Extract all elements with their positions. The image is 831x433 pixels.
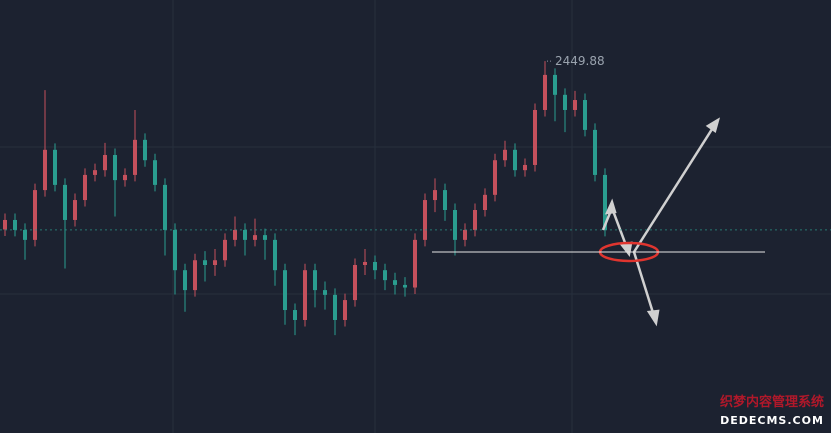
candle-body xyxy=(513,149,517,171)
candle-body xyxy=(303,270,307,320)
candle-body xyxy=(583,100,587,130)
candle-body xyxy=(563,94,567,110)
candle-body xyxy=(263,235,267,240)
candle-body xyxy=(373,261,377,271)
candle-body xyxy=(353,264,357,301)
candle-body xyxy=(243,229,247,240)
candle-body xyxy=(383,270,387,281)
candle-body xyxy=(93,170,97,175)
candle-body xyxy=(443,190,447,211)
candle-body xyxy=(473,210,477,230)
candle-body xyxy=(433,190,437,201)
candle-body xyxy=(413,239,417,288)
arrow xyxy=(610,207,629,249)
candle-body xyxy=(293,310,297,320)
arrow xyxy=(632,125,716,253)
candle-body xyxy=(483,194,487,211)
candles xyxy=(3,61,607,336)
candle-body xyxy=(593,129,597,175)
arrowhead xyxy=(646,309,660,327)
candle-body xyxy=(113,155,117,181)
candle-body xyxy=(53,149,57,185)
candle-body xyxy=(323,290,327,295)
candle-body xyxy=(573,100,577,110)
candle-body xyxy=(83,174,87,201)
watermark-text: 织梦内容管理系统 xyxy=(720,394,824,410)
candle-body xyxy=(193,260,197,291)
candle-body xyxy=(233,229,237,240)
candle-body xyxy=(253,235,257,240)
candle-body xyxy=(63,184,67,220)
candle-body xyxy=(363,261,367,265)
candle-body xyxy=(213,260,217,265)
candle-body xyxy=(183,270,187,291)
high-label: 2449.88 xyxy=(555,54,605,68)
candle-body xyxy=(73,200,77,220)
candle-body xyxy=(43,149,47,191)
candle-body xyxy=(493,160,497,195)
candle-body xyxy=(313,270,317,291)
candle-body xyxy=(403,284,407,288)
candle-body xyxy=(143,139,147,161)
candle-body xyxy=(163,184,167,230)
annotation-arrows xyxy=(601,117,721,327)
candle-body xyxy=(533,109,537,165)
candle-body xyxy=(203,260,207,265)
arrow xyxy=(632,251,656,317)
candle-body xyxy=(283,270,287,311)
candle-body xyxy=(523,164,527,171)
candle-body xyxy=(273,239,277,271)
candle-body xyxy=(463,229,467,240)
candle-body xyxy=(603,174,607,230)
candle-body xyxy=(133,139,137,175)
candle-body xyxy=(123,174,127,181)
candle-body xyxy=(333,294,337,320)
candle-body xyxy=(343,300,347,320)
candle-body xyxy=(3,219,7,230)
candle-body xyxy=(173,229,177,271)
candle-body xyxy=(393,280,397,285)
candle-body xyxy=(33,190,37,240)
arrowhead xyxy=(705,117,721,134)
candle-body xyxy=(453,210,457,240)
candle-body xyxy=(153,160,157,185)
candle-body xyxy=(13,219,17,230)
candle-body xyxy=(223,239,227,261)
watermark-text: DEDECMS.COM xyxy=(720,414,824,427)
candle-body xyxy=(423,200,427,240)
candle-body xyxy=(553,74,557,95)
candle-body xyxy=(503,149,507,161)
candle-body xyxy=(23,229,27,240)
candle-body xyxy=(543,74,547,110)
candle-body xyxy=(103,155,107,171)
